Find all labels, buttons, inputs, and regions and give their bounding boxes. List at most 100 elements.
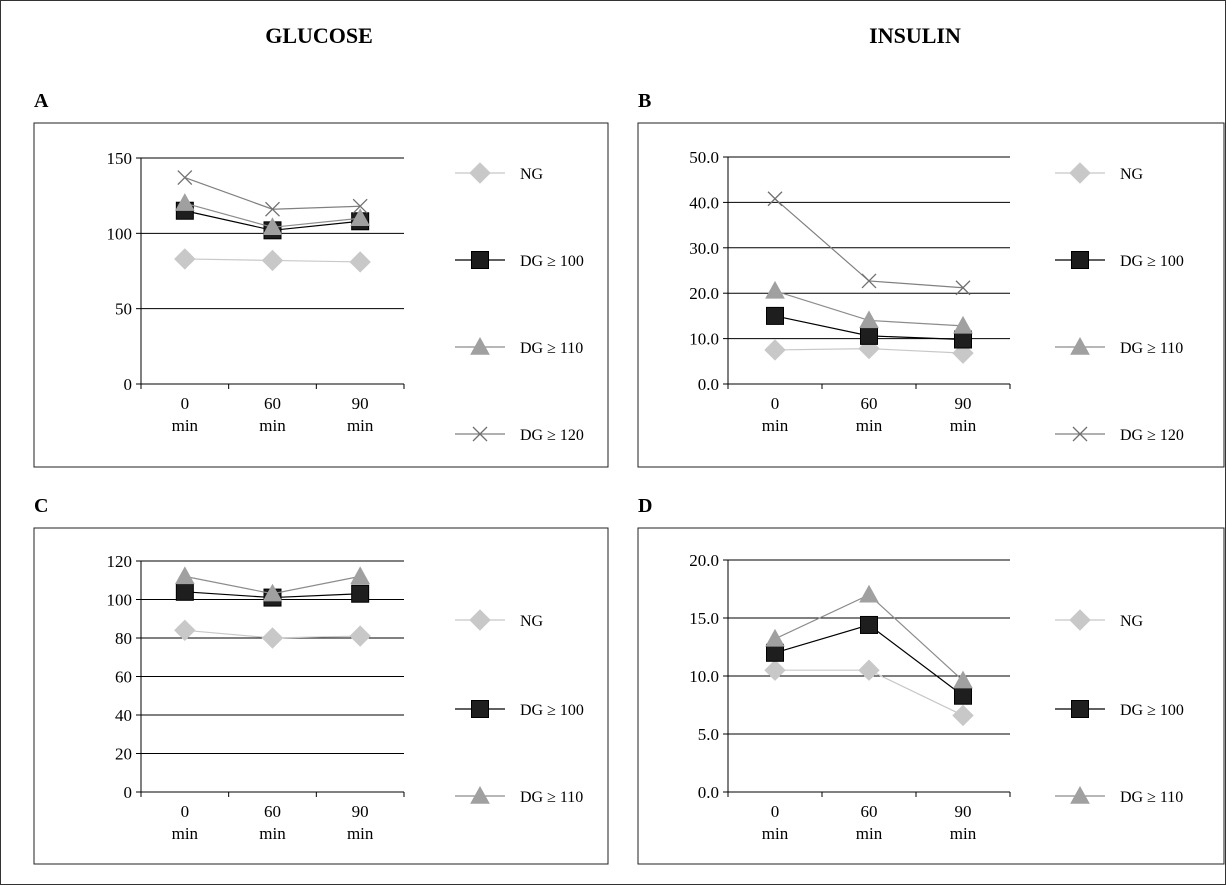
legend-marker-dg-ge-120 bbox=[472, 426, 488, 442]
y-tick-label: 10.0 bbox=[689, 667, 719, 686]
legend-marker-dg-ge-100 bbox=[1071, 251, 1089, 269]
legend-label-dg-ge-110: DG ≥ 110 bbox=[520, 340, 583, 357]
y-tick-label: 0.0 bbox=[698, 375, 719, 394]
legend-marker-ng bbox=[1069, 162, 1091, 184]
legend-label-ng: NG bbox=[520, 166, 544, 183]
x-tick-label: 60 min bbox=[259, 802, 286, 843]
panel-box-d bbox=[637, 527, 1225, 865]
x-tick-label: 60 min bbox=[856, 802, 883, 843]
panel-box-b bbox=[637, 122, 1225, 468]
legend-marker-dg-ge-110 bbox=[1070, 336, 1090, 355]
legend-marker-ng bbox=[469, 609, 491, 631]
x-tick-label: 90 min bbox=[950, 802, 977, 843]
data-point-dg-ge-110 bbox=[350, 566, 371, 585]
legend-label-ng: NG bbox=[520, 613, 544, 630]
x-tick-label: 0 min bbox=[762, 802, 789, 843]
y-tick-label: 150 bbox=[107, 149, 133, 168]
legend-marker-dg-ge-120 bbox=[1072, 426, 1088, 442]
legend-marker-dg-ge-110 bbox=[470, 785, 490, 804]
y-tick-label: 5.0 bbox=[698, 725, 719, 744]
x-tick-label: 60 min bbox=[856, 394, 883, 435]
data-point-dg-ge-120 bbox=[177, 170, 193, 186]
data-point-dg-ge-100 bbox=[860, 326, 878, 345]
data-point-dg-ge-110 bbox=[350, 208, 371, 226]
legend-marker-dg-ge-100 bbox=[1071, 700, 1089, 718]
y-tick-label: 30.0 bbox=[689, 239, 719, 258]
y-tick-label: 100 bbox=[107, 224, 133, 243]
data-point-dg-ge-110 bbox=[765, 628, 785, 647]
data-point-dg-ge-110 bbox=[953, 670, 973, 689]
data-point-ng bbox=[349, 251, 371, 273]
data-point-dg-ge-120 bbox=[955, 280, 971, 296]
y-tick-label: 120 bbox=[107, 552, 133, 571]
data-point-dg-ge-110 bbox=[859, 310, 879, 329]
panel-b: B 0.0 10.0 20.0 30.0 40.0 50.0 0 min 60 min 90 min NG… bbox=[637, 90, 1225, 468]
y-tick-label: 100 bbox=[107, 591, 133, 610]
data-point-dg-ge-100 bbox=[351, 584, 370, 603]
column-title-insulin: INSULIN bbox=[869, 23, 961, 48]
y-tick-label: 15.0 bbox=[689, 609, 719, 628]
data-point-dg-ge-120 bbox=[767, 191, 783, 207]
legend-label-dg-ge-120: DG ≥ 120 bbox=[1120, 427, 1184, 444]
panel-letter-d: D bbox=[638, 495, 652, 517]
y-tick-label: 0 bbox=[124, 375, 133, 394]
y-tick-label: 50 bbox=[115, 300, 132, 319]
legend-label-dg-ge-100: DG ≥ 100 bbox=[520, 702, 584, 719]
legend-label-dg-ge-110: DG ≥ 110 bbox=[520, 789, 583, 806]
y-tick-label: 20.0 bbox=[689, 284, 719, 303]
data-point-dg-ge-100 bbox=[175, 582, 194, 601]
legend-marker-ng bbox=[1069, 609, 1091, 631]
legend-label-dg-ge-120: DG ≥ 120 bbox=[520, 427, 584, 444]
data-point-ng bbox=[764, 659, 786, 681]
legend-marker-dg-ge-100 bbox=[471, 700, 489, 718]
y-tick-label: 40.0 bbox=[689, 193, 719, 212]
panel-c: C 0 20 40 60 80 100 120 0 min 60 min 90 min NG DG ≥ 100… bbox=[33, 495, 609, 865]
y-tick-label: 0 bbox=[124, 783, 133, 802]
data-point-dg-ge-110 bbox=[174, 193, 195, 211]
x-tick-label: 0 min bbox=[762, 394, 789, 435]
data-point-dg-ge-120 bbox=[352, 198, 368, 214]
data-point-ng bbox=[349, 625, 371, 647]
data-point-ng bbox=[261, 627, 284, 649]
y-tick-label: 0.0 bbox=[698, 783, 719, 802]
x-tick-label: 0 min bbox=[172, 394, 199, 435]
y-tick-label: 60 bbox=[115, 668, 132, 687]
panel-d: D 0.0 5.0 10.0 15.0 20.0 0 min 60 min 90 min NG DG ≥ … bbox=[637, 495, 1225, 865]
y-tick-label: 10.0 bbox=[689, 330, 719, 349]
panel-letter-a: A bbox=[34, 90, 49, 112]
data-point-dg-ge-120 bbox=[265, 201, 280, 217]
panel-a: A 0 50 100 150 0 min 60 min 90 min NG DG ≥ 100 DG ≥ 1… bbox=[33, 90, 609, 468]
data-point-dg-ge-100 bbox=[954, 686, 972, 705]
x-tick-label: 90 min bbox=[347, 802, 374, 843]
data-point-dg-ge-110 bbox=[953, 315, 973, 334]
legend-label-dg-ge-100: DG ≥ 100 bbox=[520, 253, 584, 270]
column-title-glucose: GLUCOSE bbox=[265, 23, 373, 48]
data-point-dg-ge-100 bbox=[766, 306, 784, 325]
legend-marker-ng bbox=[469, 162, 491, 184]
panel-letter-c: C bbox=[34, 495, 48, 517]
data-point-ng bbox=[952, 704, 974, 727]
y-tick-label: 80 bbox=[115, 629, 132, 648]
x-tick-label: 90 min bbox=[950, 394, 977, 435]
legend-label-dg-ge-100: DG ≥ 100 bbox=[1120, 702, 1184, 719]
y-tick-label: 20 bbox=[115, 745, 132, 764]
x-tick-label: 60 min bbox=[259, 394, 286, 435]
data-point-ng bbox=[858, 659, 880, 681]
y-tick-label: 40 bbox=[115, 706, 132, 725]
data-point-ng bbox=[174, 248, 196, 270]
y-tick-label: 20.0 bbox=[689, 551, 719, 570]
data-point-ng bbox=[261, 249, 284, 272]
legend-marker-dg-ge-110 bbox=[1070, 785, 1090, 804]
x-tick-label: 90 min bbox=[347, 394, 374, 435]
legend-label-ng: NG bbox=[1120, 166, 1144, 183]
data-point-ng bbox=[174, 619, 196, 642]
x-tick-label: 0 min bbox=[172, 802, 199, 843]
legend-label-dg-ge-110: DG ≥ 110 bbox=[1120, 789, 1183, 806]
legend-label-ng: NG bbox=[1120, 613, 1144, 630]
legend-marker-dg-ge-100 bbox=[471, 251, 489, 269]
data-point-dg-ge-110 bbox=[262, 217, 283, 236]
data-point-dg-ge-100 bbox=[860, 615, 878, 634]
y-tick-label: 50.0 bbox=[689, 148, 719, 167]
